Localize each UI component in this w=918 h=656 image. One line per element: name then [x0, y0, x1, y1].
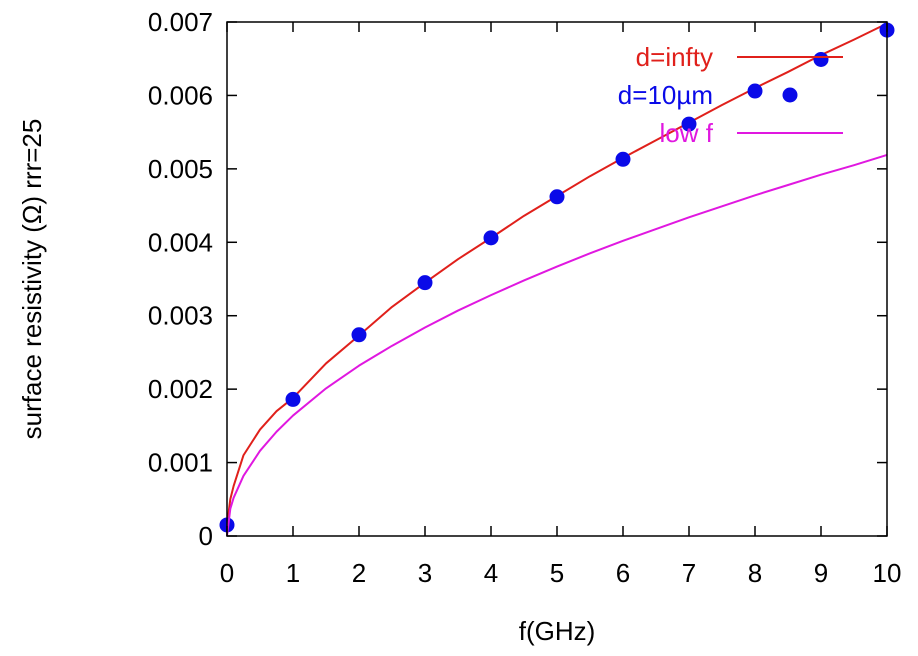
x-tick-label: 9 [814, 558, 828, 588]
y-axis-label: surface resistivity (Ω) rrr=25 [17, 119, 47, 440]
y-tick-label: 0.003 [148, 301, 213, 331]
x-tick-label: 3 [418, 558, 432, 588]
y-tick-label: 0.002 [148, 374, 213, 404]
x-tick-label: 2 [352, 558, 366, 588]
series-2-point [417, 275, 433, 291]
x-tick-label: 5 [550, 558, 564, 588]
x-tick-label: 0 [220, 558, 234, 588]
series-3-line [226, 153, 888, 537]
y-tick-label: 0.005 [148, 154, 213, 184]
y-tick-label: 0.001 [148, 448, 213, 478]
x-tick-label: 7 [682, 558, 696, 588]
tick-layer: 0 1 2 3 4 5 6 7 8 9 10 0 0.001 0.002 0.003 0.004 0.005 0.… [148, 7, 902, 588]
series-2-legend-label: d=10µm [618, 80, 713, 110]
x-axis-label: f(GHz) [519, 616, 596, 646]
y-tick-label: 0.004 [148, 227, 213, 257]
series-2-point [483, 230, 499, 246]
x-tick-label: 10 [873, 558, 902, 588]
x-tick-label: 6 [616, 558, 630, 588]
series-2-point [285, 391, 301, 407]
series-2-legend-swatch [782, 87, 798, 103]
x-tick-label: 1 [286, 558, 300, 588]
series-2-point [351, 327, 367, 343]
series-3-legend-label: low f [660, 118, 714, 148]
series-2-point [615, 151, 631, 167]
series-2-point [681, 116, 697, 132]
series-1-legend-label: d=infty [636, 42, 713, 72]
plot-layer [219, 22, 895, 537]
legend: d=infty d=10µm low f [618, 42, 843, 148]
series-2-point [747, 83, 763, 99]
y-tick-label: 0.006 [148, 80, 213, 110]
series-2-point [813, 51, 829, 67]
x-tick-label: 8 [748, 558, 762, 588]
x-tick-label: 4 [484, 558, 498, 588]
plot-frame [226, 21, 888, 537]
y-tick-label: 0 [199, 521, 213, 551]
y-tick-label: 0.007 [148, 7, 213, 37]
series-2-point [549, 189, 565, 205]
